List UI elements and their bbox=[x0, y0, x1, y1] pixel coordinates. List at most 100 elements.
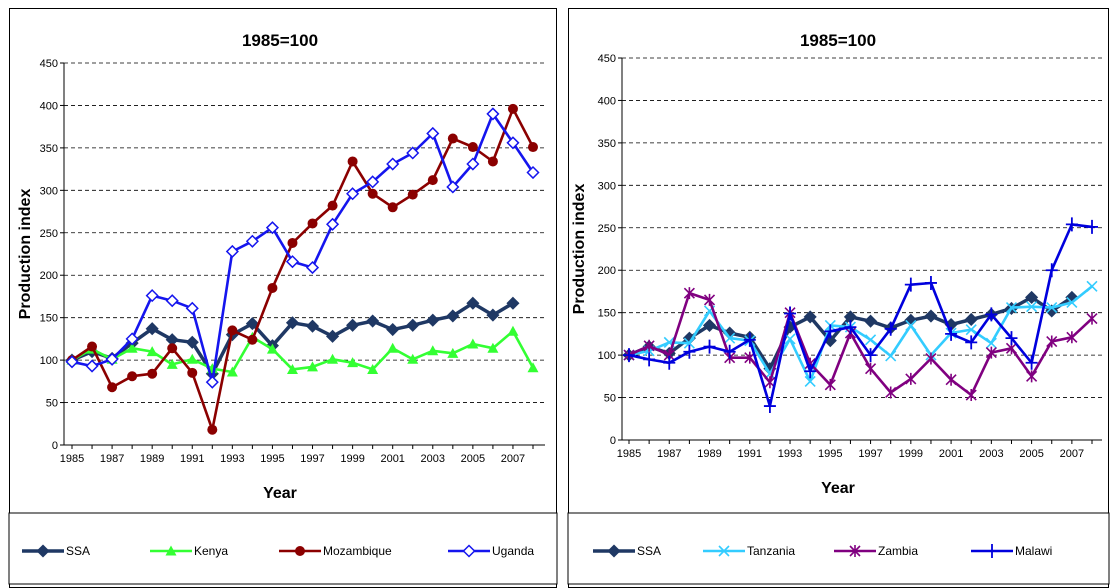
legend-label: Mozambique bbox=[323, 544, 392, 558]
x-tick-label: 1989 bbox=[140, 453, 164, 465]
y-axis-label: Production index bbox=[571, 184, 588, 315]
data-point bbox=[107, 382, 118, 393]
y-tick-label: 150 bbox=[40, 313, 58, 325]
data-point bbox=[406, 146, 420, 160]
chart-left: 0 50 100 150 200 250 300 350 400 450 1985 1987 1989 1… bbox=[8, 31, 558, 585]
data-point bbox=[327, 353, 339, 364]
data-point bbox=[187, 367, 198, 378]
data-point bbox=[165, 294, 179, 308]
data-point bbox=[207, 424, 218, 435]
data-point bbox=[702, 318, 717, 332]
data-point bbox=[287, 237, 298, 248]
chart-panel-right: 0 50 100 150 200 250 300 350 400 450 1985 1987 1989 1… bbox=[560, 0, 1112, 588]
data-point bbox=[426, 126, 440, 141]
legend-label: Uganda bbox=[492, 544, 534, 558]
data-point bbox=[964, 312, 978, 327]
legend-box bbox=[8, 512, 558, 585]
y-tick-label: 50 bbox=[46, 398, 58, 410]
data-point bbox=[507, 103, 518, 114]
x-tick-label: 2003 bbox=[979, 448, 1003, 460]
data-point bbox=[1005, 302, 1018, 314]
x-tick-label: 2001 bbox=[939, 448, 963, 460]
y-tick-label: 200 bbox=[598, 265, 616, 277]
series-mozambique bbox=[67, 103, 538, 435]
x-tick-label: 1997 bbox=[300, 453, 324, 465]
data-point bbox=[127, 371, 138, 382]
y-tick-label: 150 bbox=[598, 308, 616, 320]
data-point bbox=[245, 317, 259, 331]
data-point bbox=[884, 321, 897, 336]
data-point bbox=[784, 333, 796, 345]
legend-label: SSA bbox=[66, 544, 90, 558]
x-tick-label: 1987 bbox=[657, 448, 681, 460]
data-point bbox=[663, 355, 676, 370]
data-point bbox=[723, 344, 736, 359]
data-point bbox=[885, 386, 897, 399]
data-point bbox=[185, 301, 199, 315]
legend-marker bbox=[462, 544, 476, 558]
data-point bbox=[1025, 355, 1038, 370]
data-point bbox=[346, 187, 360, 201]
data-point bbox=[305, 319, 320, 333]
legend-marker bbox=[986, 544, 998, 558]
legend-marker bbox=[295, 546, 305, 556]
y-tick-label: 250 bbox=[598, 223, 616, 235]
data-point bbox=[466, 157, 480, 171]
data-point bbox=[386, 157, 400, 171]
data-point bbox=[466, 296, 480, 310]
data-point bbox=[166, 358, 178, 369]
legend-label: Kenya bbox=[194, 544, 228, 558]
data-point bbox=[1026, 370, 1038, 383]
y-tick-label: 400 bbox=[598, 95, 616, 107]
data-point bbox=[864, 334, 877, 346]
y-tick-label: 300 bbox=[598, 180, 616, 192]
series-line bbox=[71, 112, 535, 384]
y-tick-label: 350 bbox=[598, 138, 616, 150]
series-kenya bbox=[66, 325, 539, 377]
plot-area bbox=[64, 63, 545, 445]
data-point bbox=[147, 368, 158, 379]
data-point bbox=[427, 345, 439, 356]
data-point bbox=[784, 306, 797, 321]
data-point bbox=[1045, 263, 1058, 278]
data-point bbox=[367, 188, 378, 199]
data-point bbox=[125, 332, 139, 346]
x-tick-label: 1985 bbox=[617, 448, 641, 460]
data-point bbox=[347, 156, 358, 167]
x-tick-label: 2005 bbox=[1019, 448, 1043, 460]
data-point bbox=[387, 202, 398, 213]
data-point bbox=[507, 325, 519, 336]
x-axis-label: Year bbox=[263, 485, 297, 502]
data-point bbox=[406, 318, 420, 332]
x-tick-label: 1995 bbox=[260, 453, 284, 465]
chart-title: 1985=100 bbox=[800, 31, 876, 50]
series-tanzania bbox=[623, 280, 1098, 387]
data-point bbox=[145, 322, 159, 336]
data-point bbox=[965, 389, 977, 402]
data-point bbox=[965, 335, 978, 350]
y-tick-label: 50 bbox=[604, 393, 616, 405]
series-line bbox=[628, 291, 1093, 397]
data-point bbox=[905, 319, 917, 331]
data-point bbox=[985, 337, 997, 349]
data-point bbox=[1086, 219, 1098, 234]
data-point bbox=[105, 352, 119, 366]
data-point bbox=[1005, 331, 1018, 346]
y-tick-label: 400 bbox=[40, 100, 58, 112]
data-point bbox=[683, 337, 695, 349]
data-point bbox=[824, 324, 837, 339]
x-tick-label: 1995 bbox=[818, 448, 842, 460]
data-point bbox=[643, 352, 656, 367]
data-point bbox=[985, 346, 997, 359]
data-point bbox=[804, 364, 817, 379]
data-point bbox=[1086, 312, 1098, 325]
data-point bbox=[486, 308, 500, 322]
data-point bbox=[347, 357, 359, 368]
data-point bbox=[945, 326, 958, 341]
x-tick-label: 1985 bbox=[60, 453, 84, 465]
x-axis-label: Year bbox=[821, 480, 855, 497]
data-point bbox=[467, 338, 479, 349]
x-tick-label: 1991 bbox=[738, 448, 762, 460]
legend-label: SSA bbox=[637, 544, 661, 558]
x-tick-label: 2007 bbox=[501, 453, 525, 465]
